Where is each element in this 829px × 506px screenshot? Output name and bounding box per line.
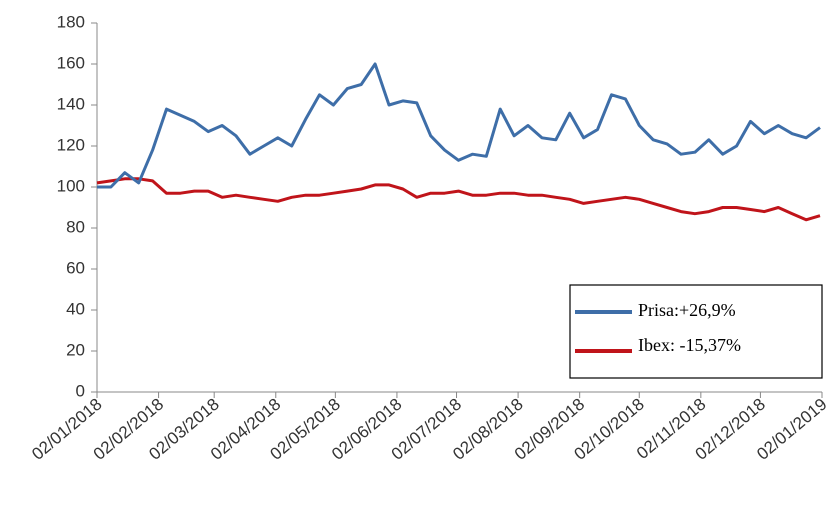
legend-label: Ibex: -15,37% [638, 335, 741, 355]
y-tick-label: 0 [76, 381, 85, 400]
series-line [96, 177, 821, 222]
legend-box [569, 284, 823, 379]
y-tick-label: 100 [57, 176, 85, 195]
y-tick-label: 20 [66, 340, 85, 359]
y-tick-label: 60 [66, 258, 85, 277]
y-tick-label: 160 [57, 53, 85, 72]
legend-label: Prisa:+26,9% [638, 300, 736, 320]
legend: Prisa:+26,9% Ibex: -15,37% [569, 284, 823, 379]
y-tick-label: 140 [57, 94, 85, 113]
y-tick-label: 80 [66, 217, 85, 236]
y-tick-label: 40 [66, 299, 85, 318]
series-line [97, 62, 821, 189]
y-tick-label: 180 [57, 12, 85, 31]
y-tick-label: 120 [57, 135, 85, 154]
